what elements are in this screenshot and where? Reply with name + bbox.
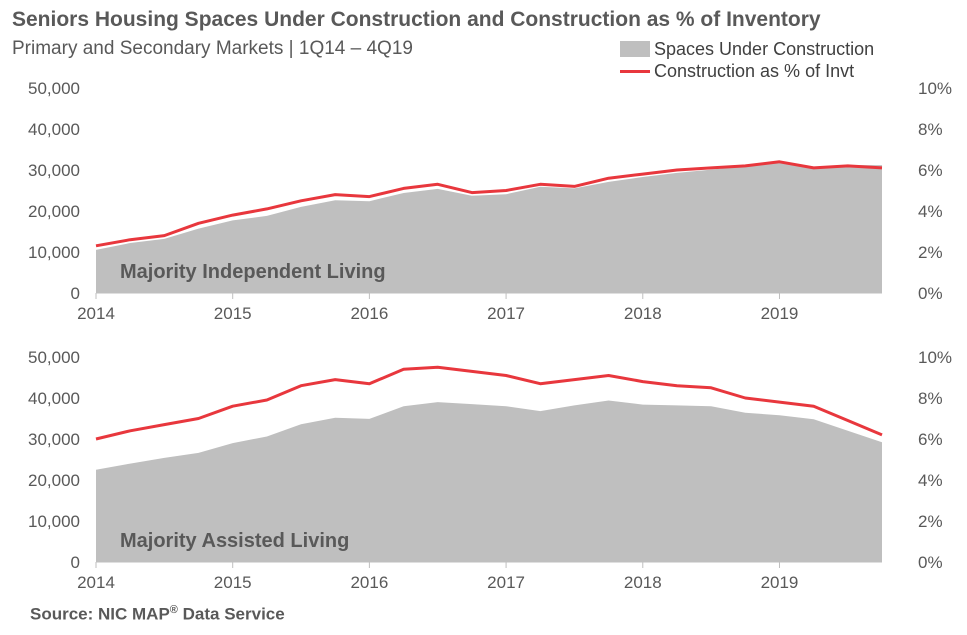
area-series-spaces-under-construction [96,400,882,562]
y-right-tick-label: 0% [918,284,943,303]
x-tick-label: 2019 [761,304,799,323]
y-left-tick-label: 20,000 [28,202,80,221]
y-left-tick-label: 50,000 [28,348,80,367]
y-right-tick-label: 2% [918,512,943,531]
y-right-tick-label: 0% [918,553,943,572]
y-left-tick-label: 10,000 [28,243,80,262]
y-right-tick-label: 10% [918,348,952,367]
y-left-tick-label: 40,000 [28,389,80,408]
x-tick-label: 2014 [77,573,115,592]
legend: Spaces Under Construction Construction a… [620,38,874,82]
y-right-tick-label: 8% [918,120,943,139]
chart-subtitle: Primary and Secondary Markets | 1Q14 – 4… [12,38,413,59]
x-tick-label: 2016 [350,573,388,592]
line-series-construction-pct [95,160,883,248]
y-left-tick-label: 0 [71,284,80,303]
legend-area-label: Spaces Under Construction [654,38,875,59]
x-tick-label: 2018 [624,573,662,592]
source-prefix: Source: NIC MAP [30,604,170,624]
y-right-tick-label: 10% [918,79,952,98]
legend-item-line: Construction as % of Invt [620,60,874,82]
x-tick-label: 2017 [487,304,525,323]
y-left-tick-label: 50,000 [28,79,80,98]
chart-panel-2: 2014 2015 2016 2017 2018 2019 0 10,000 20,000 30,… [28,348,952,592]
source-registered-mark: ® [169,604,178,616]
x-tick-label: 2018 [624,304,662,323]
x-tick-label: 2015 [214,304,252,323]
x-tick-label: 2015 [214,573,252,592]
y-right-tick-label: 4% [918,202,943,221]
y-right-tick-label: 4% [918,471,943,490]
x-tick-label: 2014 [77,304,115,323]
panel-annotation: Majority Independent Living [120,261,386,283]
x-tick-label: 2019 [761,573,799,592]
y-right-tick-label: 8% [918,389,943,408]
y-left-tick-label: 20,000 [28,471,80,490]
area-series-spaces-under-construction [96,163,882,293]
panel-annotation: Majority Assisted Living [120,530,349,552]
x-tick-label: 2016 [350,304,388,323]
chart-panel-1: 2014 2015 2016 2017 2018 2019 0 10,000 20,000 30,… [28,79,952,323]
y-left-tick-label: 30,000 [28,430,80,449]
legend-line-label: Construction as % of Invt [654,60,855,81]
source-note: Source: NIC MAP® Data Service [30,604,285,625]
y-left-tick-label: 30,000 [28,161,80,180]
y-right-tick-label: 6% [918,430,943,449]
y-left-tick-label: 0 [71,553,80,572]
y-left-tick-label: 10,000 [28,512,80,531]
legend-line-swatch [620,69,650,73]
y-right-tick-label: 6% [918,161,943,180]
y-right-tick-label: 2% [918,243,943,262]
y-left-tick-label: 40,000 [28,120,80,139]
line-series-construction-pct [95,365,883,441]
source-suffix: Data Service [177,604,285,624]
legend-area-swatch [620,41,650,57]
legend-item-area: Spaces Under Construction [620,38,874,60]
chart-title: Seniors Housing Spaces Under Constructio… [12,8,821,31]
x-tick-label: 2017 [487,573,525,592]
